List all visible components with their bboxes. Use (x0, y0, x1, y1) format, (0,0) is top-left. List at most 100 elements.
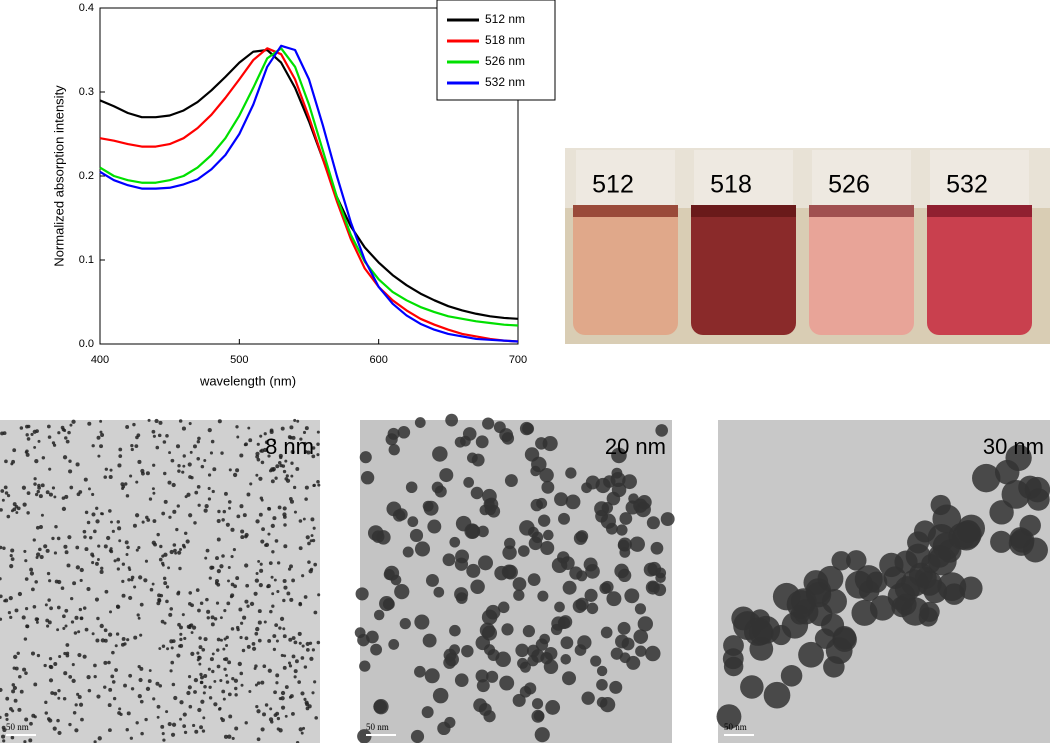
particle (5, 696, 10, 701)
particle (0, 545, 3, 550)
particle (943, 583, 966, 605)
particle (37, 439, 41, 443)
particle (586, 602, 599, 615)
particle (313, 680, 317, 684)
particle (200, 675, 204, 680)
particle (1, 734, 6, 739)
particle (169, 669, 173, 673)
particle (208, 576, 212, 580)
particle (199, 672, 203, 677)
particle (66, 563, 71, 568)
particle (51, 486, 56, 490)
particle (581, 691, 595, 705)
particle (272, 439, 276, 443)
particle (296, 419, 300, 423)
particle (57, 696, 61, 700)
particle (284, 477, 289, 481)
particle (384, 565, 400, 581)
particle (280, 426, 285, 431)
particle (58, 654, 62, 659)
particle (542, 436, 558, 452)
vial-rim (691, 205, 796, 217)
particle (240, 621, 244, 625)
particle (76, 492, 81, 497)
particle (96, 694, 101, 699)
particle (483, 710, 496, 723)
particle (5, 717, 9, 721)
particle (72, 711, 77, 715)
particle (192, 444, 197, 449)
particle (123, 683, 127, 688)
particle (255, 571, 259, 575)
particle (647, 561, 662, 576)
particle (303, 697, 307, 701)
particle (244, 563, 249, 568)
particle (12, 685, 18, 691)
particle (264, 440, 269, 445)
particle (197, 707, 202, 713)
particle (72, 581, 77, 586)
particle (196, 484, 201, 489)
particle (309, 567, 314, 571)
particle (82, 606, 87, 610)
particle (114, 668, 118, 672)
particle (86, 675, 91, 680)
particle (101, 512, 104, 516)
particle (449, 536, 461, 548)
particle (76, 692, 80, 696)
particle (927, 546, 957, 576)
particle (823, 656, 845, 678)
particle (605, 522, 618, 535)
particle (304, 485, 309, 490)
particle (46, 571, 51, 576)
particle (261, 527, 265, 532)
particle (187, 462, 192, 467)
particle (470, 579, 485, 595)
particle (424, 668, 440, 684)
particle (179, 700, 184, 705)
particle (89, 535, 93, 540)
particle (161, 563, 165, 567)
particle (216, 637, 221, 642)
particle (274, 539, 279, 543)
particle (179, 632, 183, 636)
particle (193, 690, 197, 694)
particle (196, 651, 200, 655)
particle (307, 560, 311, 564)
particle (62, 614, 66, 619)
particle (173, 695, 178, 701)
particle (193, 521, 197, 525)
particle (183, 730, 188, 735)
particle (145, 471, 150, 476)
particle (107, 703, 112, 708)
particle (108, 687, 113, 692)
particle (34, 459, 39, 464)
particle (138, 677, 143, 683)
particle (24, 671, 28, 675)
particle (303, 441, 307, 446)
particle (126, 711, 131, 716)
particle (168, 612, 173, 617)
particle (24, 577, 29, 581)
particle (244, 636, 249, 641)
particle (91, 444, 95, 448)
particle (137, 616, 141, 620)
particle (477, 525, 489, 538)
particle (545, 700, 561, 715)
particle (151, 487, 155, 491)
vial-rim (927, 205, 1032, 217)
particle (449, 624, 461, 637)
particle (831, 551, 851, 571)
particle (179, 637, 183, 642)
particle (125, 425, 130, 429)
particle (780, 665, 803, 687)
particle (287, 435, 292, 439)
particle (213, 617, 218, 621)
particle (208, 685, 212, 689)
particle (231, 677, 235, 681)
particle (232, 472, 238, 478)
particle (114, 644, 118, 648)
particle (35, 556, 39, 560)
particle (127, 578, 131, 582)
particle (87, 421, 92, 426)
